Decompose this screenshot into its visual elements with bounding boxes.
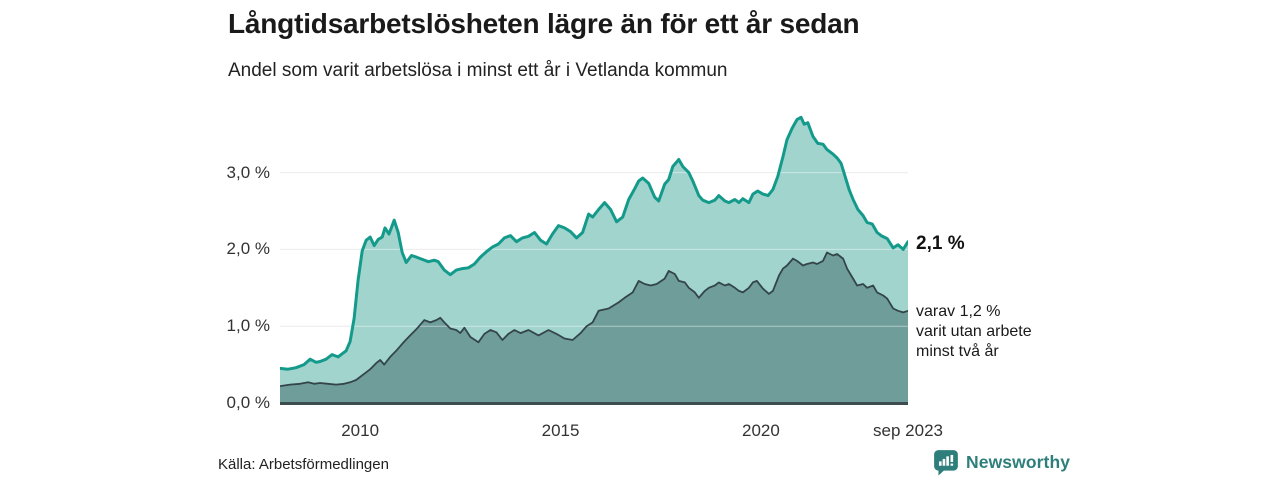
newsworthy-wordmark: Newsworthy: [966, 452, 1071, 472]
x-tick-label: 2010: [341, 421, 380, 440]
y-tick-label: 3,0 %: [226, 162, 270, 182]
two-year-note-line3: minst två år: [916, 343, 999, 360]
chart-subtitle: Andel som varit arbetslösa i minst ett å…: [228, 60, 728, 81]
source-attribution: Källa: Arbetsförmedlingen: [218, 456, 389, 473]
newsworthy-bubble-icon: [934, 450, 958, 476]
y-tick-label: 2,0 %: [226, 239, 270, 259]
logo-bar-medium: [942, 458, 946, 466]
page-title: Långtidsarbetslösheten lägre än för ett …: [228, 8, 860, 39]
x-tick-label: sep 2023: [873, 421, 943, 440]
two-year-note-line1: varav 1,2 %: [916, 303, 1001, 320]
logo-bar-small: [938, 461, 942, 466]
latest-value-label: 2,1 %: [916, 233, 965, 254]
two-year-note-line2: varit utan arbete: [916, 323, 1032, 340]
area-minst-tva-ar: [280, 252, 908, 403]
two-year-note: varav 1,2 % varit utan arbete minst två …: [916, 302, 1032, 362]
logo-exclamation-stem: [950, 454, 954, 462]
x-tick-label: 2020: [741, 421, 780, 440]
y-tick-label: 0,0 %: [226, 393, 270, 412]
logo-bar-large: [946, 456, 949, 466]
logo-exclamation-dot: [950, 463, 954, 466]
y-tick-label: 1,0 %: [226, 316, 270, 336]
x-tick-label: 2015: [541, 421, 580, 440]
x-axis-line: [280, 402, 908, 405]
newsworthy-logo[interactable]: Newsworthy: [933, 449, 1070, 476]
line-minst-ett-ar: [280, 115, 908, 371]
line-minst-tva-ar: [280, 251, 908, 387]
area-chart-canvas: [280, 115, 908, 405]
